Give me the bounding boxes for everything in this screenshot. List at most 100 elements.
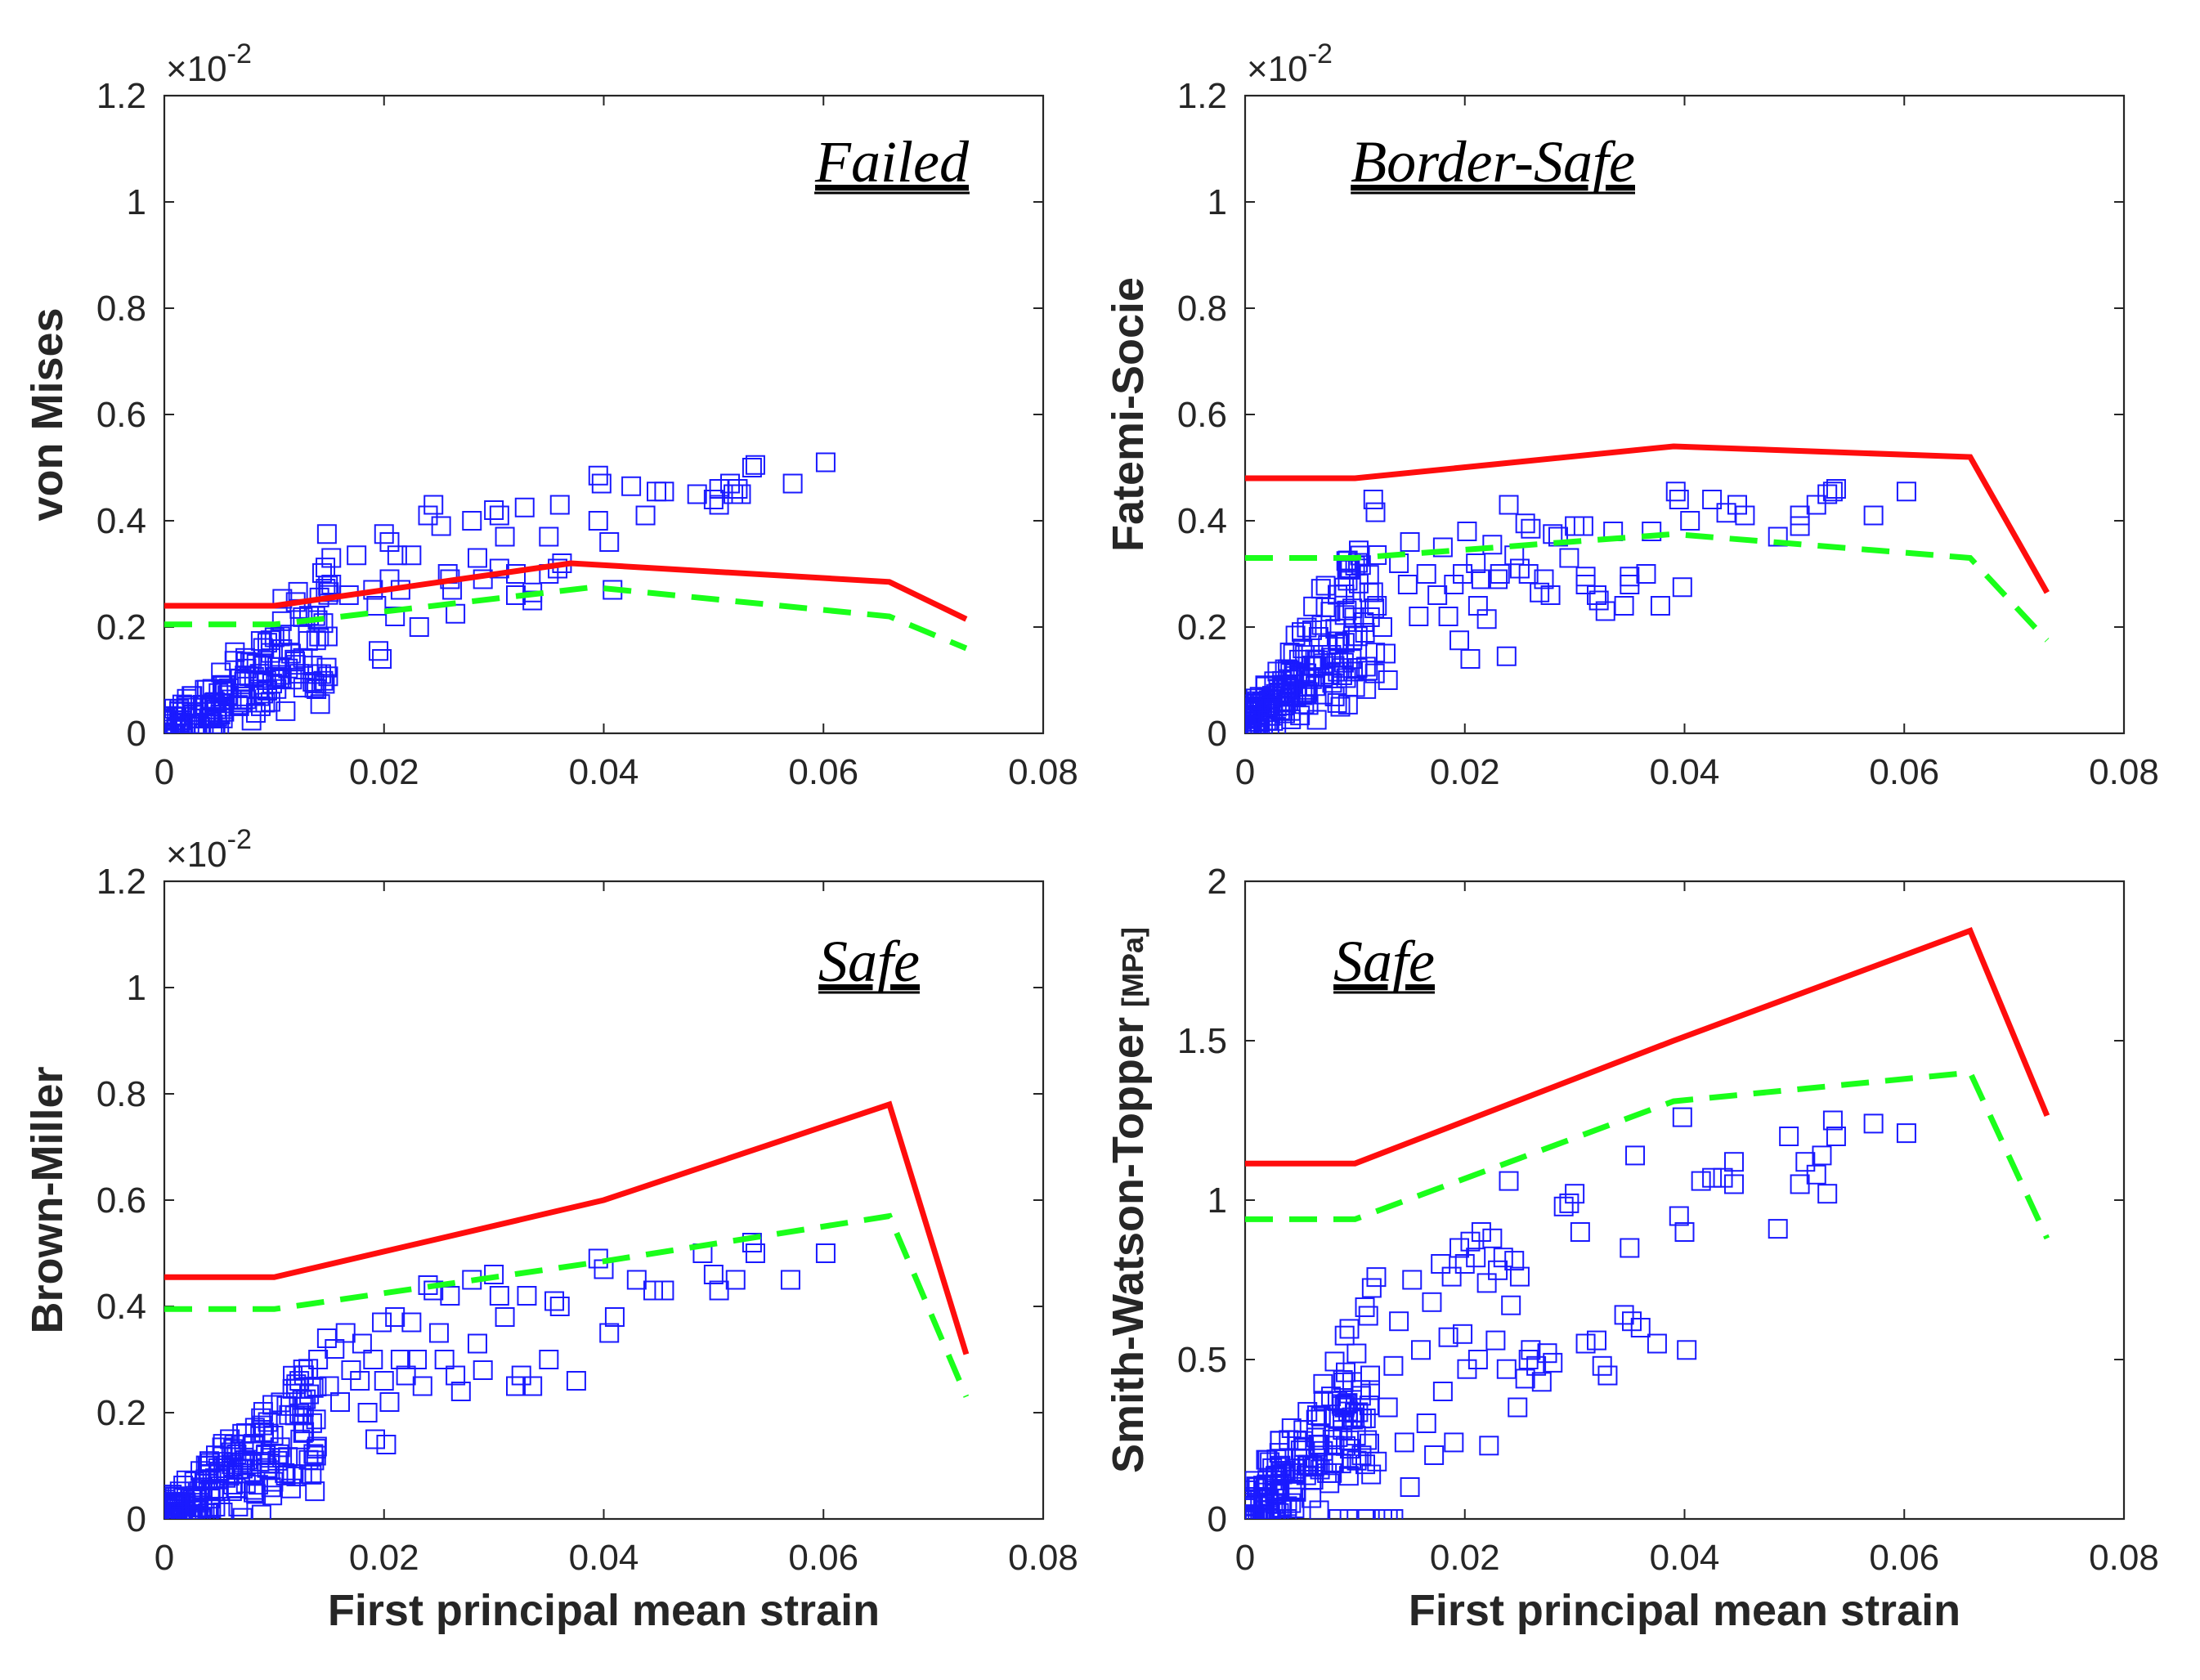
data-point — [1534, 569, 1554, 589]
data-point — [1311, 615, 1332, 635]
data-point — [374, 1371, 394, 1391]
data-point — [1504, 1251, 1525, 1271]
data-point — [1275, 659, 1295, 679]
data-point — [1262, 1458, 1283, 1478]
data-point — [1674, 1222, 1695, 1242]
data-point — [687, 484, 707, 504]
data-point — [431, 516, 451, 536]
data-point — [1509, 1266, 1530, 1287]
data-points — [164, 452, 836, 733]
data-point — [222, 689, 242, 710]
data-point — [321, 575, 342, 594]
data-point — [1790, 1174, 1810, 1194]
data-point — [256, 670, 276, 691]
data-point — [1454, 1254, 1475, 1274]
data-point — [1331, 1454, 1351, 1474]
x-tick-label: 0.02 — [1430, 752, 1500, 792]
x-tick-label: 0.08 — [1008, 1538, 1078, 1578]
data-point — [318, 666, 338, 687]
data-point — [1367, 1451, 1387, 1472]
data-point — [1324, 1351, 1345, 1372]
lower-limit-line — [1245, 531, 2050, 643]
data-point — [1702, 1167, 1723, 1188]
data-point — [379, 532, 400, 552]
data-point — [225, 642, 245, 662]
data-point — [412, 1376, 432, 1396]
data-point — [213, 1502, 233, 1519]
data-point — [1284, 1499, 1305, 1519]
data-point — [1285, 1458, 1306, 1479]
data-point — [304, 1450, 325, 1471]
data-point — [253, 638, 273, 658]
panel-brown-miller: 0 0.02 0.04 0.06 0.08 0 0.2 0.4 0.6 0.8 1 1.2 ×10-2 B… — [23, 824, 1078, 1635]
data-point — [549, 1297, 570, 1316]
data-point — [1332, 665, 1352, 685]
data-point — [1665, 482, 1686, 502]
data-point — [363, 1350, 383, 1369]
data-point — [1297, 1456, 1317, 1476]
data-point — [1245, 1509, 1256, 1519]
data-point — [1281, 1493, 1302, 1513]
y-tick-label: 0.2 — [1177, 607, 1227, 647]
data-point — [742, 458, 762, 477]
panel-smith-watson-topper: 0 0.02 0.04 0.06 0.08 0 0.5 1 1.5 2 Smith-Watson-T… — [1104, 862, 2159, 1635]
data-point — [169, 1481, 190, 1502]
data-point — [198, 1503, 218, 1519]
data-point — [1355, 1509, 1376, 1519]
data-point — [647, 482, 666, 502]
data-point — [434, 1350, 455, 1369]
x-tick-label: 0.08 — [2089, 1538, 2159, 1578]
data-point — [1322, 673, 1342, 693]
data-point — [1431, 1254, 1451, 1274]
data-point — [1650, 596, 1670, 616]
data-point — [1324, 686, 1345, 706]
data-point — [1394, 1432, 1414, 1453]
data-point — [347, 545, 367, 566]
data-point — [780, 1270, 800, 1290]
data-point — [302, 1464, 322, 1485]
y-axis-title-text: Fatemi-Socie — [1104, 277, 1153, 552]
data-point — [745, 455, 765, 475]
data-point — [401, 545, 422, 566]
data-point — [1518, 564, 1539, 584]
data-point — [1826, 479, 1846, 499]
data-point — [1270, 683, 1290, 703]
data-point — [1570, 1222, 1590, 1242]
data-point — [1361, 1464, 1382, 1485]
data-point — [306, 630, 326, 651]
data-point — [1248, 1509, 1268, 1519]
data-point — [1344, 607, 1364, 628]
data-point — [1409, 607, 1429, 626]
data-point — [1482, 535, 1503, 555]
data-point — [1642, 522, 1662, 541]
data-point — [282, 1464, 302, 1485]
data-point — [1467, 1350, 1488, 1369]
data-point — [1260, 1503, 1280, 1519]
data-point — [396, 1365, 416, 1386]
data-point — [1378, 670, 1398, 690]
data-point — [1548, 526, 1568, 547]
data-point — [302, 656, 323, 676]
upper-limit-line — [164, 560, 968, 622]
data-point — [279, 1404, 299, 1425]
data-point — [621, 476, 642, 496]
data-point — [1471, 1222, 1491, 1242]
data-point — [220, 1429, 240, 1449]
data-point — [1647, 1333, 1667, 1354]
data-point — [1306, 710, 1327, 730]
data-point — [1397, 575, 1418, 594]
x-tick-label: 0 — [1235, 1538, 1255, 1578]
data-point — [232, 1508, 253, 1519]
data-point — [1282, 1479, 1302, 1499]
y-exponent-base: ×10 — [166, 835, 227, 875]
data-point — [1768, 1219, 1788, 1239]
data-point — [1365, 643, 1386, 663]
data-point — [170, 1508, 190, 1519]
data-point — [1336, 1362, 1356, 1382]
y-axis-title: Fatemi-Socie — [1104, 277, 1153, 552]
data-point — [495, 1307, 515, 1327]
data-point — [357, 1403, 378, 1422]
data-point — [484, 500, 504, 520]
data-point — [511, 1365, 531, 1386]
data-point — [599, 532, 620, 552]
